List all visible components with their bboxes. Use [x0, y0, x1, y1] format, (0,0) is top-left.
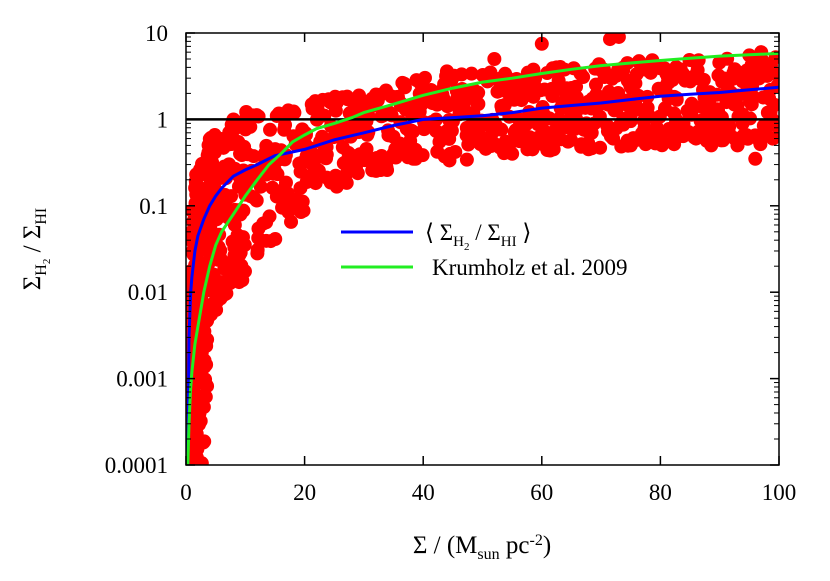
scatter-point [328, 103, 343, 118]
x-tick-label: 0 [180, 480, 192, 505]
scatter-point [417, 70, 432, 85]
scatter-point [236, 203, 251, 218]
scatter-point [270, 167, 285, 182]
scatter-point [220, 274, 235, 289]
scatter-point [200, 332, 215, 347]
scatter-point [397, 76, 412, 91]
scatter-point [767, 97, 779, 112]
scatter-point [253, 179, 268, 194]
scatter-point [389, 145, 404, 160]
scatter-point [516, 119, 531, 134]
scatter-point [753, 137, 768, 152]
scatter-point [459, 152, 474, 167]
scatter-point [262, 209, 277, 224]
scatter-point [464, 66, 479, 81]
x-tick-label: 100 [762, 480, 797, 505]
scatter-point [268, 232, 283, 247]
scatter-point [319, 147, 334, 162]
scatter-point [576, 70, 591, 85]
scatter-point [284, 214, 299, 229]
scatter-point [691, 53, 706, 68]
scatter-point [770, 79, 779, 94]
scatter-point [213, 243, 228, 258]
y-tick-label: 0.001 [116, 367, 168, 392]
scatter-point [569, 79, 584, 94]
scatter-point [415, 148, 430, 163]
krumholz-2009-line [186, 51, 779, 465]
scatter-point [246, 149, 261, 164]
scatter-point [442, 131, 457, 146]
scatter-point [483, 129, 498, 144]
scatter-point [287, 105, 302, 120]
scatter-point [235, 273, 250, 288]
scatter-point [534, 36, 549, 51]
scatter-point [665, 134, 680, 149]
scatter-point [563, 133, 578, 148]
scatter-point [665, 72, 680, 87]
scatter-point [546, 142, 561, 157]
scatter-point [404, 123, 419, 138]
scatter-point [194, 456, 209, 465]
scatter-point [722, 119, 737, 134]
series-lines [186, 51, 779, 465]
scatter-point [448, 144, 463, 159]
scatter-point [197, 434, 212, 449]
scatter-point [224, 189, 239, 204]
x-axis-label: Σ / (Msun pc-2) [413, 532, 551, 564]
scatter-point [237, 237, 252, 252]
scatter-point [308, 176, 323, 191]
axis-ticks: 0 20 40 60 80 100 0.0001 0.001 0.01 0.1 1 10 [105, 21, 797, 505]
y-tick-label: 1 [157, 107, 169, 132]
scatter-point [623, 138, 638, 153]
scatter-point [700, 132, 715, 147]
scatter-point [340, 89, 355, 104]
scatter-point [471, 96, 486, 111]
y-tick-label: 0.0001 [105, 453, 168, 478]
scatter-point [487, 52, 502, 67]
plot-frame [185, 32, 780, 466]
y-axis-label: ΣH2 / ΣHI [19, 208, 53, 291]
scatter-point [263, 122, 278, 137]
scatter-point [454, 67, 469, 82]
scatter-point [696, 72, 711, 87]
mean-ratio-line [186, 85, 779, 465]
scatter-point [249, 193, 264, 208]
scatter-point [200, 379, 215, 394]
scatter-points [186, 33, 779, 465]
scatter-point [688, 131, 703, 146]
scatter-point [237, 139, 252, 154]
scatter-point [736, 128, 751, 143]
scatter-point [611, 33, 626, 44]
legend-label-krumholz: Krumholz et al. 2009 [432, 255, 627, 280]
scatter-point [494, 122, 509, 137]
scatter-point [593, 140, 608, 155]
y-tick-label: 10 [145, 21, 168, 46]
scatter-point [768, 66, 779, 81]
scatter-point [294, 196, 309, 211]
legend: ⟨ ΣH2 / ΣHI ⟩ Krumholz et al. 2009 [341, 220, 627, 280]
x-tick-label: 40 [412, 480, 435, 505]
y-tick-label: 0.1 [139, 194, 168, 219]
scatter-point [350, 166, 365, 181]
scatter-point [250, 242, 265, 257]
y-tick-label: 0.01 [128, 280, 168, 305]
x-tick-label: 80 [649, 480, 672, 505]
scatter-point [584, 125, 599, 140]
scatter-point [198, 389, 213, 404]
scatter-point [439, 64, 454, 79]
scatter-point [199, 357, 214, 372]
scatter-point [243, 119, 258, 134]
legend-label-mean: ⟨ ΣH2 / ΣHI ⟩ [425, 220, 531, 253]
scatter-point [505, 146, 520, 161]
scatter-point [754, 45, 769, 60]
scatter-point [251, 109, 266, 124]
scatter-point [339, 175, 354, 190]
scatter-point [748, 151, 763, 166]
x-tick-label: 20 [293, 480, 316, 505]
x-tick-label: 60 [530, 480, 553, 505]
